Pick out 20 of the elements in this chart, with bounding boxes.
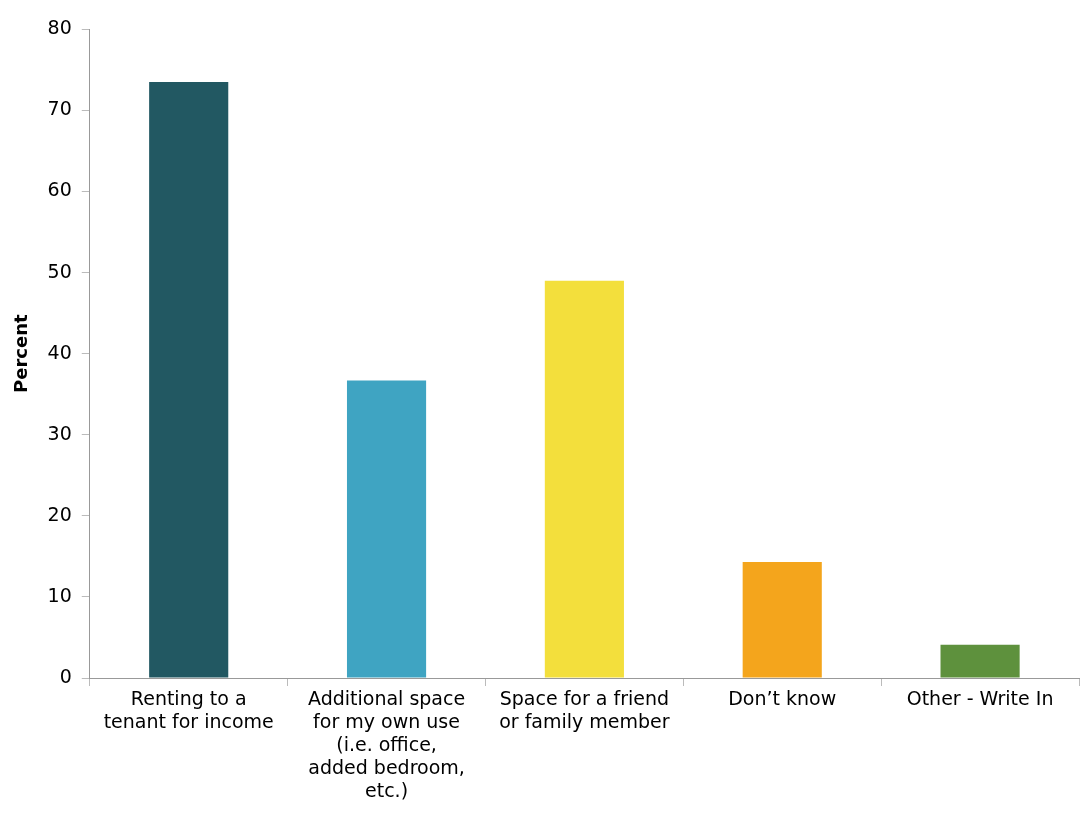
y-tick-label: 80 [47,16,72,39]
bar [346,380,427,678]
x-tick-label: Other - Write In [906,687,1054,710]
bar [940,644,1020,678]
x-tick-label: Don’t know [728,687,837,710]
y-tick-label: 40 [47,340,72,363]
y-tick-label: 60 [47,178,72,201]
bar [544,280,624,678]
y-tick-label: 70 [47,97,72,120]
x-tick-label: Renting to a tenant for income [103,687,274,733]
y-tick-label: 30 [47,421,72,444]
y-tick-label: 10 [47,583,72,606]
y-tick-label: 50 [47,259,72,282]
y-tick-label: 0 [59,664,72,687]
bar [742,562,822,678]
x-tick-label: Space for a friend or family member [499,687,670,733]
y-axis-title: Percent [10,314,32,393]
bar [149,82,229,678]
x-tick-label: Additional space for my own use (i.e. office, added bedroom, etc.) [307,687,466,801]
y-tick-label: 20 [47,502,72,525]
